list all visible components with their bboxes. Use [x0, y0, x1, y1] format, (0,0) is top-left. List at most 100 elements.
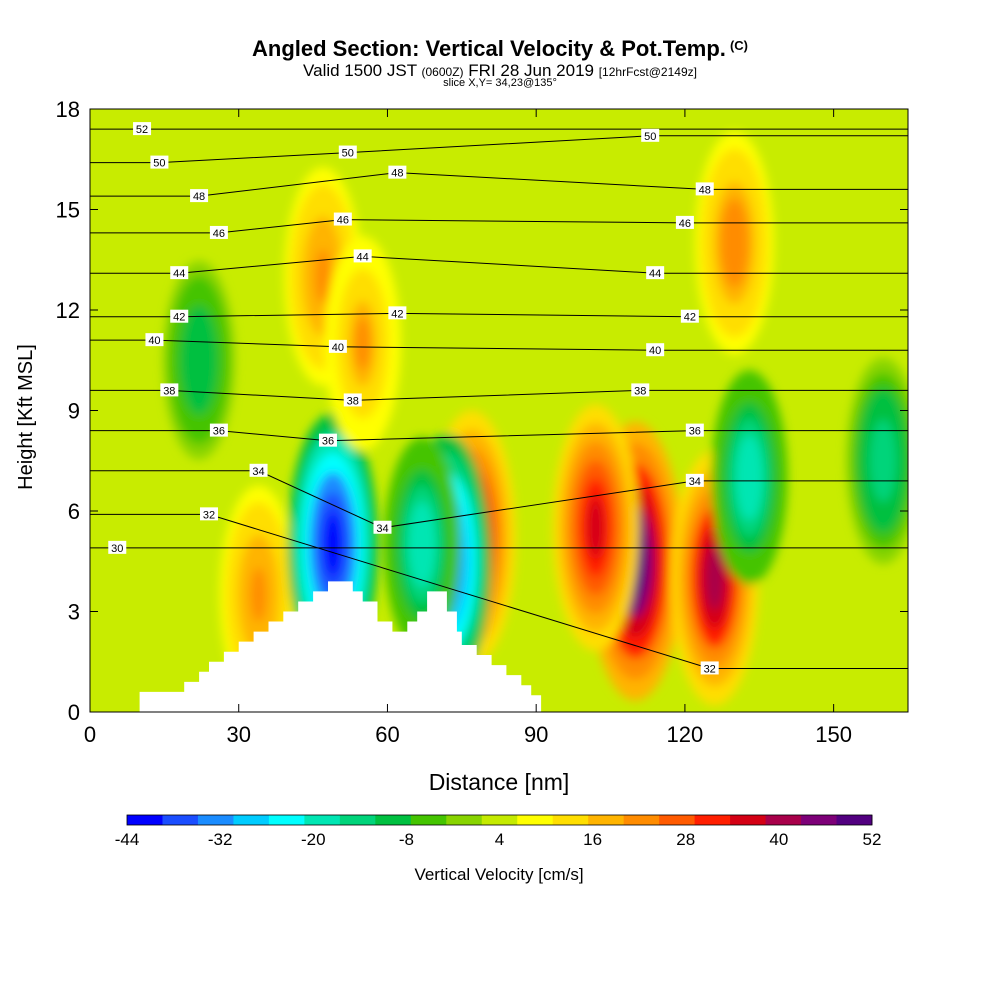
svg-text:44: 44: [649, 268, 661, 280]
colorbar-swatch: [481, 815, 518, 825]
theta-label: 38: [631, 383, 650, 397]
svg-text:32: 32: [203, 509, 215, 521]
svg-text:50: 50: [644, 131, 656, 143]
x-tick-label: 90: [524, 722, 548, 747]
velocity-cell: [705, 546, 724, 610]
velocity-cell: [875, 434, 891, 487]
svg-text:52: 52: [136, 124, 148, 136]
velocity-cell: [250, 567, 267, 623]
theta-label: 46: [209, 225, 228, 240]
theta-label: 46: [675, 215, 694, 230]
theta-label: 36: [209, 423, 228, 438]
colorbar-tick-label: 28: [676, 830, 695, 849]
svg-text:50: 50: [153, 158, 165, 170]
theta-label: 40: [646, 343, 665, 357]
y-axis-label: Height [Kft MSL]: [15, 344, 37, 490]
colorbar-swatch: [304, 815, 341, 825]
colorbar-swatch: [375, 815, 412, 825]
colorbar-tick-label: 40: [769, 830, 788, 849]
theta-contour-labels: 52 50 48 46 44 42 40 38 36 34 32 30 50 48 46 44 42 40 38 36…: [108, 122, 719, 675]
colorbar-swatch: [694, 815, 731, 825]
colorbar-swatch: [339, 815, 376, 825]
svg-text:48: 48: [699, 184, 711, 196]
colorbar-swatch: [730, 815, 766, 825]
theta-contour-32: [90, 513, 908, 669]
terrain: [139, 581, 542, 712]
svg-text:34: 34: [376, 523, 388, 535]
y-tick-label: 9: [68, 399, 80, 424]
theta-label: 40: [145, 333, 164, 347]
svg-text:36: 36: [322, 436, 334, 448]
svg-text:48: 48: [391, 168, 403, 180]
colorbar-swatch: [197, 815, 234, 825]
colorbar-tick-label: -20: [301, 830, 326, 849]
theta-label: 48: [388, 165, 407, 180]
svg-text:42: 42: [173, 312, 185, 324]
svg-text:44: 44: [357, 251, 369, 263]
velocity-field: [163, 131, 908, 706]
colorbar-swatch: [801, 815, 837, 825]
x-tick-label: 0: [84, 722, 96, 747]
colorbar-swatch: [233, 815, 270, 825]
colorbar-swatch: [410, 815, 447, 825]
svg-text:30: 30: [111, 543, 123, 555]
theta-label: 40: [328, 339, 347, 354]
svg-text:42: 42: [684, 312, 696, 324]
colorbar: -44 -32 -20 -8 4 16 28 40 52: [115, 814, 882, 849]
velocity-cell: [323, 511, 342, 578]
y-tick-label: 18: [56, 97, 80, 122]
colorbar-label: Vertical Velocity [cm/s]: [414, 865, 583, 884]
theta-label: 44: [353, 249, 372, 263]
colorbar-tick-label: 52: [863, 830, 882, 849]
chart-title: Angled Section: Vertical Velocity & Pot.…: [252, 36, 748, 61]
svg-text:36: 36: [689, 426, 701, 438]
theta-label: 42: [170, 309, 189, 324]
theta-label: 42: [680, 309, 699, 324]
velocity-cell: [726, 215, 743, 271]
theta-label: 44: [170, 266, 189, 280]
x-tick-label: 60: [375, 722, 399, 747]
colorbar-tick-label: -32: [208, 830, 233, 849]
y-tick-label: 15: [56, 198, 80, 223]
theta-label: 50: [641, 128, 660, 143]
y-tick-label: 0: [68, 700, 80, 725]
velocity-cell: [414, 517, 430, 572]
colorbar-swatch: [268, 815, 305, 825]
colorbar-swatch: [836, 815, 873, 825]
theta-label: 44: [646, 266, 665, 280]
theta-label: 32: [199, 507, 218, 521]
svg-text:38: 38: [347, 395, 359, 407]
colorbar-tick-label: 16: [583, 830, 602, 849]
svg-text:40: 40: [649, 345, 661, 357]
svg-text:34: 34: [689, 476, 701, 488]
colorbar-tick-label: 4: [495, 830, 504, 849]
theta-label: 36: [685, 423, 704, 438]
theta-label: 48: [190, 189, 209, 203]
theta-label: 42: [388, 306, 407, 320]
colorbar-swatch: [552, 815, 589, 825]
theta-label: 38: [343, 393, 362, 407]
svg-text:42: 42: [391, 308, 403, 320]
svg-text:32: 32: [704, 663, 716, 675]
svg-text:34: 34: [252, 466, 264, 478]
theta-label: 32: [700, 661, 719, 675]
velocity-cell: [587, 496, 605, 559]
y-tick-label: 12: [56, 298, 80, 323]
theta-label: 34: [685, 473, 704, 488]
theta-label: 30: [108, 540, 127, 555]
x-axis-label: Distance [nm]: [429, 769, 570, 795]
chart-subtitle-slice: slice X,Y= 34,23@135°: [443, 77, 557, 89]
colorbar-tick-label: -8: [399, 830, 414, 849]
colorbar-tick-label: -44: [115, 830, 140, 849]
svg-text:50: 50: [342, 148, 354, 160]
theta-label: 50: [338, 145, 357, 160]
colorbar-swatch: [517, 815, 554, 825]
theta-label: 34: [373, 520, 392, 535]
colorbar-swatch: [127, 815, 163, 825]
colorbar-swatch: [162, 815, 199, 825]
theta-label: 50: [150, 155, 169, 170]
plot-area: 52 50 48 46 44 42 40 38 36 34 32 30 50 48 46 44 42 40 38 36…: [90, 109, 908, 712]
y-axis: 0 36 9 12 15 18: [56, 97, 908, 725]
